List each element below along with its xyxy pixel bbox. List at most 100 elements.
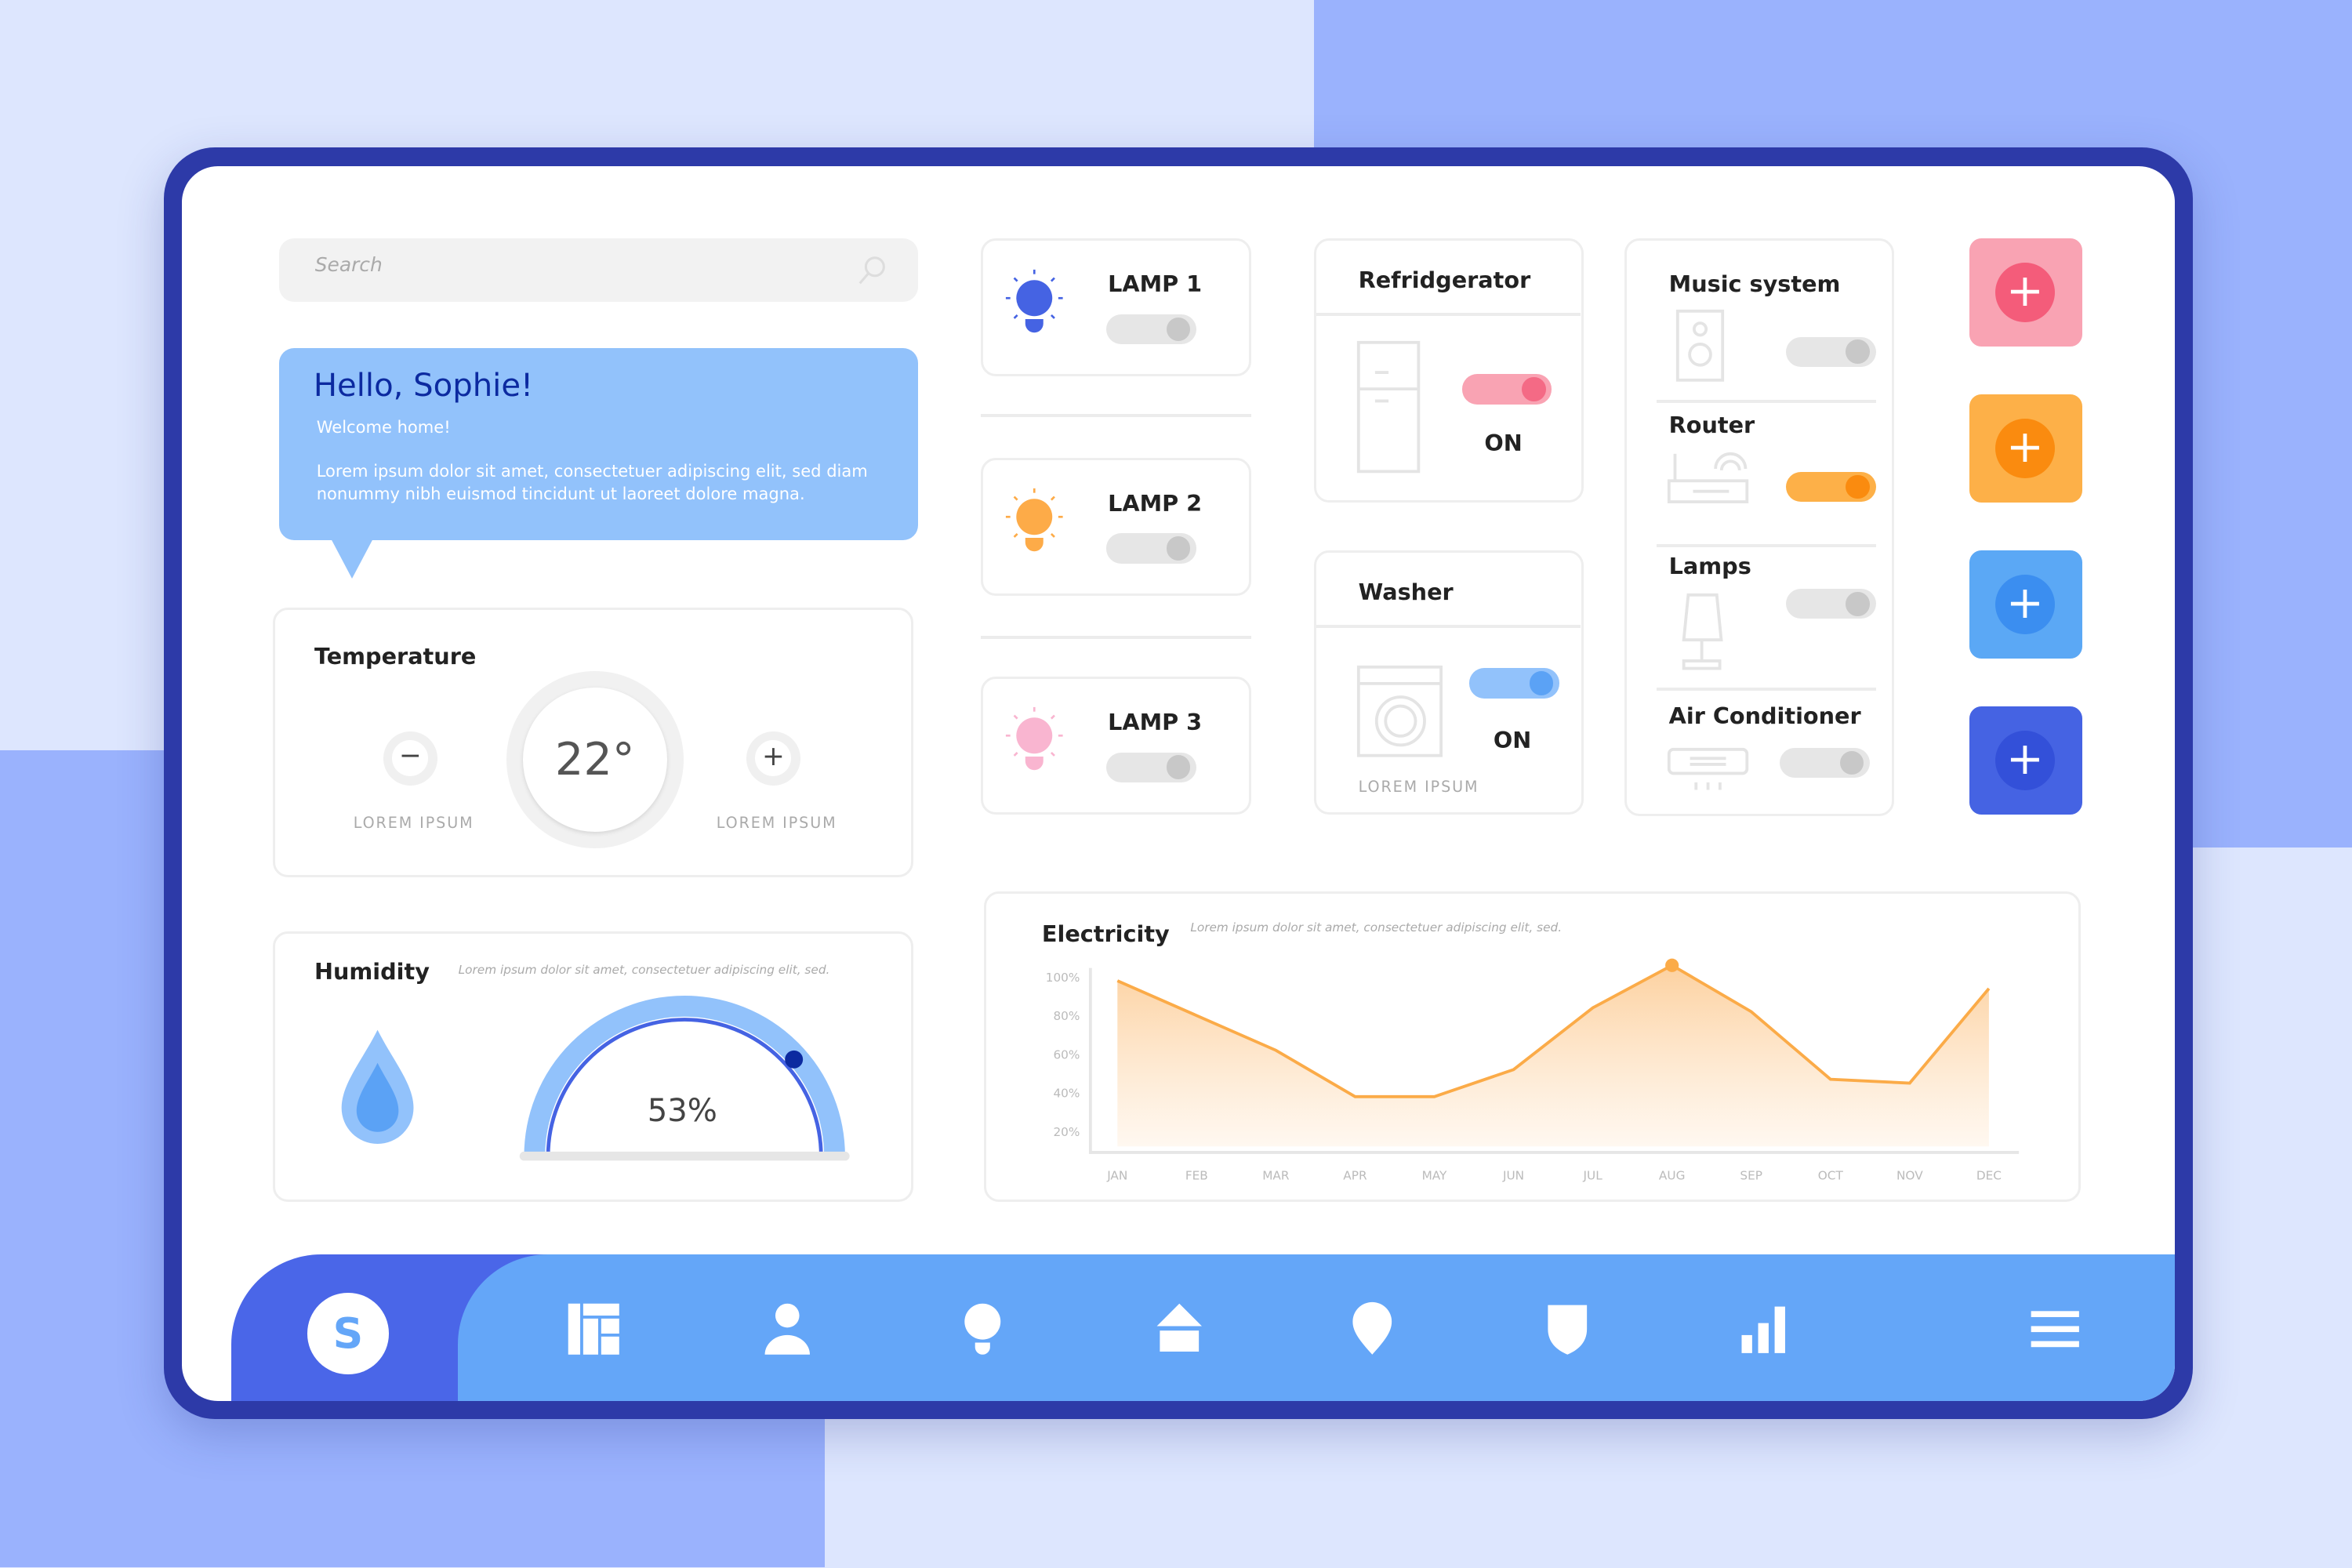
temperature-dial[interactable]: 22° [506,671,684,849]
gauge-marker [785,1050,804,1069]
electricity-description: Lorem ipsum dolor sit amet, consectetuer… [1190,920,1563,935]
greeting-body: Lorem ipsum dolor sit amet, consectetuer… [316,461,868,503]
dashboard-icon[interactable] [564,1299,624,1359]
refrigerator-toggle[interactable] [1461,374,1552,405]
toggle-knob [1839,750,1864,775]
y-tick-label: 100% [1046,970,1080,984]
bulb-icon[interactable] [953,1299,1013,1359]
toggle-knob [1166,536,1191,561]
x-tick-label: JAN [1106,1168,1127,1182]
greeting-subtitle: Welcome home! [316,416,451,437]
decrease-label: LOREM IPSUM [353,814,474,833]
search-input[interactable] [314,253,826,277]
divider [981,636,1251,640]
music-system-toggle[interactable] [1785,336,1876,367]
bottom-nav [457,1254,2176,1402]
humidity-title: Humidity [314,957,430,985]
x-tick-label: JUN [1502,1168,1524,1182]
device-label: Music system [1668,270,1841,298]
gauge-track [524,995,846,1156]
temperature-value: 22° [522,688,667,833]
x-tick-label: NOV [1896,1168,1923,1182]
increase-label: LOREM IPSUM [716,814,837,833]
x-tick-label: FEB [1185,1168,1208,1182]
toggle-knob [1166,755,1191,780]
device-label: Lamps [1668,553,1751,580]
x-tick-label: OCT [1818,1168,1844,1182]
refrigerator-title: Refridgerator [1358,266,1531,293]
speech-tail [329,536,374,579]
lamp-toggle[interactable] [1106,314,1196,345]
plus-icon: + [1994,574,2056,635]
router-icon [1667,452,1749,504]
data-point [1665,958,1679,972]
refrigerator-card: Refridgerator ON [1314,238,1584,503]
chart-line [1116,963,1991,1098]
add-device-button[interactable]: + [1969,550,2082,659]
x-tick-label: APR [1343,1168,1367,1182]
plus-icon: + [755,740,792,777]
greeting-card: Hello, Sophie! Welcome home! Lorem ipsum… [278,347,918,540]
divider [981,414,1251,417]
gauge-base [520,1151,850,1161]
temperature-title: Temperature [314,642,477,670]
y-tick-label: 20% [1054,1124,1080,1138]
refrigerator-status: ON [1484,430,1523,457]
lamp-toggle[interactable] [1106,533,1196,564]
humidity-value: 53% [647,1092,717,1129]
router-toggle[interactable] [1785,471,1876,503]
toggle-knob [1522,377,1546,401]
air-conditioner-toggle[interactable] [1780,747,1871,779]
washer-toggle[interactable] [1469,668,1559,699]
search-icon[interactable] [855,255,888,288]
user-icon[interactable] [757,1299,818,1359]
lamp-icon [1682,593,1723,670]
shield-icon[interactable] [1537,1299,1598,1359]
location-icon[interactable] [1342,1299,1403,1359]
lamp-card: LAMP 3 [981,676,1251,815]
divider [1316,625,1581,628]
increase-button[interactable]: + [746,731,800,786]
divider [1657,543,1876,547]
avatar[interactable]: S [307,1293,389,1374]
add-device-button[interactable]: + [1969,394,2082,503]
decrease-button[interactable]: − [383,731,437,786]
x-tick-label: DEC [1976,1168,2002,1182]
lamp-label: LAMP 2 [1108,489,1203,517]
lamp-toggle[interactable] [1106,752,1196,782]
humidity-gauge [520,995,850,1161]
plus-icon: + [1994,730,2056,791]
toggle-knob [1529,671,1554,695]
toggle-knob [1846,339,1871,365]
menu-icon[interactable] [2025,1299,2085,1359]
plus-icon: + [1994,418,2056,479]
temperature-card: Temperature − LOREM IPSUM 22° + LOREM IP… [273,607,914,878]
lamps-toggle[interactable] [1785,589,1876,619]
x-tick-label: MAR [1262,1168,1290,1182]
divider [1657,688,1876,691]
washer-status: ON [1493,727,1532,754]
divider [1316,313,1581,316]
lamp-label: LAMP 1 [1108,270,1203,298]
stats-icon[interactable] [1733,1299,1793,1359]
y-tick-label: 40% [1054,1086,1080,1100]
search-bar[interactable] [278,238,918,302]
air-conditioner-icon [1667,747,1749,790]
lamp-label: LAMP 3 [1108,709,1203,736]
x-tick-label: JUL [1583,1168,1603,1182]
chart-area [1117,964,1990,1146]
add-device-button[interactable]: + [1969,238,2082,347]
electricity-title: Electricity [1041,920,1170,947]
add-device-button[interactable]: + [1969,706,2082,815]
x-tick-label: AUG [1659,1168,1686,1182]
toggle-knob [1846,474,1871,499]
greeting-title: Hello, Sophie! [313,367,534,404]
toggle-knob [1166,317,1191,342]
lamp-card: LAMP 1 [981,238,1251,377]
refrigerator-icon [1356,341,1421,474]
washer-card: Washer ON LOREM IPSUM [1314,550,1584,815]
home-icon[interactable] [1149,1299,1210,1359]
minus-icon: − [392,740,429,777]
electricity-chart: 100% 80% 60% 40% 20% JAN FEB MAR APR MAY JUN JUL AUG… [1046,958,2020,1182]
toggle-knob [1846,591,1871,616]
